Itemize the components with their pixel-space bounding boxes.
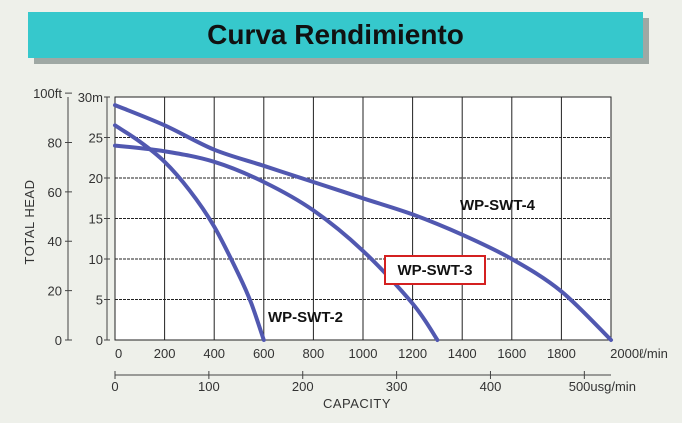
y-tick-label-ft: 80	[48, 135, 62, 150]
chart-title: Curva Rendimiento	[207, 19, 464, 50]
x-tick-label-lmin: 0	[115, 346, 122, 361]
y-tick-label-m: 15	[89, 212, 103, 227]
y-tick-label-m: 10	[89, 252, 103, 267]
series-line-wp-swt-4	[113, 103, 613, 342]
y-tick-label-m: 20	[89, 171, 103, 186]
y-tick-label-m: 30m	[78, 90, 103, 105]
x-axis-title: CAPACITY	[323, 396, 391, 411]
tick-labels: 0 5 10 15 20 25 30m 0 20 40 60 80 100ft 0 200 400 600 800…	[33, 86, 668, 394]
y-tick-label-m: 0	[96, 333, 103, 348]
x-tick-label-lmin: 1800	[547, 346, 576, 361]
y-axis-title: TOTAL HEAD	[22, 180, 37, 265]
x-tick-label-lmin: 800	[303, 346, 325, 361]
y-tick-label-ft: 0	[55, 333, 62, 348]
x-tick-label-lmin: 400	[203, 346, 225, 361]
x-tick-label-usg: 500usg/min	[569, 379, 636, 394]
series-label-wp-swt-2: WP-SWT-2	[268, 309, 343, 326]
x-tick-label-usg: 200	[292, 379, 314, 394]
x-tick-label-lmin: 1600	[497, 346, 526, 361]
x-tick-label-lmin: 600	[253, 346, 275, 361]
x-tick-label-usg: 300	[386, 379, 408, 394]
x-tick-label-usg: 400	[480, 379, 502, 394]
y-tick-label-ft: 40	[48, 234, 62, 249]
x-tick-label-lmin: 1400	[448, 346, 477, 361]
series-label-wp-swt-4: WP-SWT-4	[460, 197, 536, 214]
y-tick-label-ft: 20	[48, 284, 62, 299]
x-tick-label-lmin: 1200	[398, 346, 427, 361]
y-tick-label-m: 5	[96, 293, 103, 308]
y-tick-label-m: 25	[89, 131, 103, 146]
x-tick-label-usg: 100	[198, 379, 220, 394]
x-tick-label-lmin: 2000ℓ/min	[610, 346, 668, 361]
highlight-box	[384, 255, 486, 285]
series-line-wp-swt-3	[113, 143, 440, 342]
grid-lines	[115, 97, 611, 340]
series-line-wp-swt-2	[113, 123, 266, 342]
y-tick-label-ft: 100ft	[33, 86, 62, 101]
x-tick-label-lmin: 200	[154, 346, 176, 361]
title-banner: Curva Rendimiento	[28, 12, 643, 58]
series-label-wp-swt-3: WP-SWT-3	[398, 262, 473, 279]
axes	[65, 92, 611, 379]
x-tick-label-lmin: 1000	[349, 346, 378, 361]
x-tick-label-usg: 0	[111, 379, 118, 394]
series-curves	[113, 103, 613, 342]
y-tick-label-ft: 60	[48, 185, 62, 200]
